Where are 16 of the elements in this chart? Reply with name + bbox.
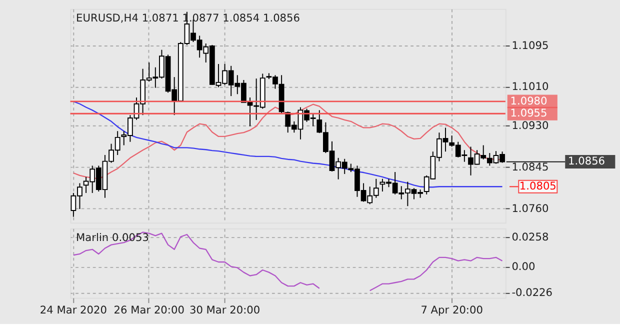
y-tick-label: 0.00 — [512, 260, 536, 273]
x-tick-label: 30 Mar 20:00 — [189, 304, 260, 317]
data-label: 1.0805 — [519, 180, 556, 193]
x-tick-label: 7 Apr 20:00 — [420, 304, 484, 317]
text: 1.0856 — [568, 156, 606, 168]
y-tick-label: 0.0258 — [512, 231, 549, 244]
y-tick-label: 1.0845 — [512, 162, 549, 174]
y-tick-label: -0.0226 — [512, 286, 553, 299]
y-tick-label: 1.0930 — [512, 120, 549, 132]
ref-line-label: 1.0955 — [510, 107, 548, 120]
x-tick-label: 26 Mar 20:00 — [114, 304, 185, 317]
y-tick-label: 1.1010 — [512, 81, 549, 94]
ref-line-label: 1.0980 — [510, 95, 548, 108]
x-tick-label: 24 Mar 2020 — [40, 304, 108, 317]
y-tick-label: 1.1095 — [512, 40, 549, 52]
y-tick-label: 1.0760 — [512, 202, 549, 215]
